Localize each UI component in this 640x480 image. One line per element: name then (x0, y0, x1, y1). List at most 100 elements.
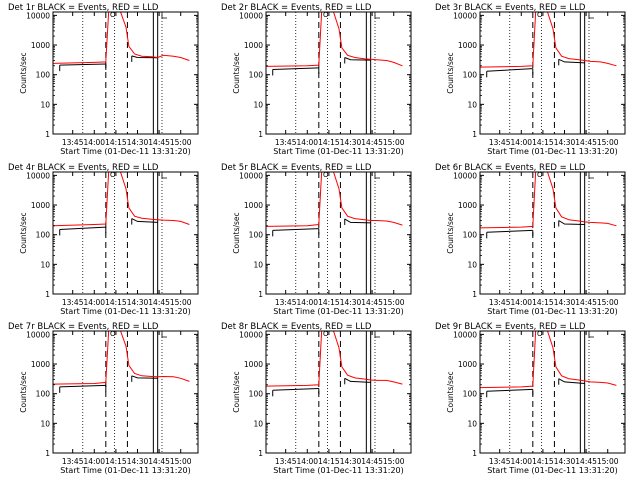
y-tick-label: 1000 (244, 360, 263, 369)
plot-frame (479, 171, 626, 295)
y-tick-label: 1 (45, 130, 50, 139)
y-tick-label: 1000 (458, 41, 477, 50)
x-tick-label: 14:30 (127, 138, 149, 147)
x-tick-label: 14:00 (510, 138, 532, 147)
peak-marker-o: O (537, 171, 543, 179)
y-tick-label: 10 (467, 260, 477, 269)
panel-title: Det 4r BLACK = Events, RED = LLD (8, 163, 159, 173)
x-tick-label: 15:00 (383, 457, 405, 466)
x-tick-label: 14:45 (148, 457, 170, 466)
x-tick-label: 14:00 (510, 457, 532, 466)
x-axis-label: Start Time (01-Dec-11 13:31:20) (60, 147, 191, 156)
y-tick-label: 100 (36, 71, 51, 80)
y-tick-label: 10 (40, 419, 50, 428)
x-axis-label: Start Time (01-Dec-11 13:31:20) (487, 466, 618, 475)
x-tick-label: 13:45 (62, 457, 84, 466)
y-tick-label: 10 (253, 419, 263, 428)
y-tick-label: 1 (472, 130, 477, 139)
x-tick-label: 14:15 (105, 457, 127, 466)
events-series-line (272, 218, 371, 231)
x-tick-label: 15:00 (170, 457, 192, 466)
y-tick-label: 100 (463, 71, 478, 80)
attenuator-marker (374, 13, 380, 19)
x-tick-label: 14:15 (532, 298, 554, 307)
attenuator-marker (161, 13, 167, 19)
x-tick-label: 14:30 (340, 138, 362, 147)
x-tick-label: 14:00 (296, 457, 318, 466)
x-tick-label: 14:00 (83, 138, 105, 147)
plot-frame (265, 330, 412, 454)
y-tick-label: 10 (467, 419, 477, 428)
y-tick-label: 100 (249, 231, 264, 240)
x-tick-label: 15:00 (383, 298, 405, 307)
peak-marker-o: O (323, 171, 329, 179)
lld-series-line (480, 331, 617, 389)
x-tick-label: 13:45 (275, 457, 297, 466)
plot-frame (479, 11, 626, 135)
peak-marker-o: O (110, 330, 116, 338)
y-tick-label: 1000 (458, 360, 477, 369)
plot-frame (52, 171, 199, 295)
attenuator-marker (374, 173, 380, 179)
lld-series-line (53, 172, 190, 227)
x-tick-label: 13:45 (489, 457, 511, 466)
attenuator-marker (588, 332, 594, 338)
plot-frame (265, 171, 412, 295)
panel-title: Det 7r BLACK = Events, RED = LLD (8, 322, 159, 332)
x-tick-label: 14:15 (318, 298, 340, 307)
x-tick-label: 13:45 (489, 298, 511, 307)
x-tick-label: 14:30 (340, 457, 362, 466)
x-tick-label: 15:00 (170, 298, 192, 307)
x-tick-label: 14:00 (296, 138, 318, 147)
x-tick-label: 15:00 (383, 138, 405, 147)
x-tick-label: 14:45 (148, 298, 170, 307)
x-tick-label: 14:45 (575, 138, 597, 147)
y-tick-label: 100 (249, 390, 264, 399)
y-tick-label: 10 (467, 100, 477, 109)
panel-title: Det 3r BLACK = Events, RED = LLD (435, 3, 586, 13)
y-axis-label: Counts/sec (19, 212, 28, 253)
y-tick-label: 1000 (244, 41, 263, 50)
events-series-line (272, 377, 371, 391)
y-tick-label: 1000 (31, 360, 50, 369)
y-tick-label: 10000 (453, 11, 477, 20)
x-axis-label: Start Time (01-Dec-11 13:31:20) (60, 307, 191, 316)
x-axis-label: Start Time (01-Dec-11 13:31:20) (487, 307, 618, 316)
x-tick-label: 14:15 (318, 457, 340, 466)
x-tick-label: 14:00 (296, 298, 318, 307)
x-tick-label: 14:30 (554, 138, 576, 147)
y-axis-label: Counts/sec (232, 212, 241, 253)
attenuator-marker (161, 332, 167, 338)
x-tick-label: 13:45 (62, 138, 84, 147)
x-tick-label: 14:45 (575, 298, 597, 307)
y-tick-label: 1 (258, 449, 263, 458)
panel-title: Det 6r BLACK = Events, RED = LLD (435, 163, 586, 173)
x-tick-label: 14:45 (361, 138, 383, 147)
y-axis-label: Counts/sec (232, 371, 241, 412)
events-series-line (59, 375, 158, 388)
plot-frame (52, 11, 199, 135)
x-tick-label: 14:15 (532, 457, 554, 466)
y-tick-label: 10000 (453, 330, 477, 339)
events-series-line (59, 55, 158, 66)
peak-marker-o: O (537, 11, 543, 19)
x-tick-label: 14:00 (83, 298, 105, 307)
y-tick-label: 100 (36, 231, 51, 240)
y-axis-label: Counts/sec (19, 52, 28, 93)
y-axis-label: Counts/sec (446, 212, 455, 253)
y-tick-label: 1 (258, 130, 263, 139)
plot-frame (52, 330, 199, 454)
y-tick-label: 10000 (26, 11, 50, 20)
y-tick-label: 1 (45, 449, 50, 458)
y-axis-label: Counts/sec (446, 371, 455, 412)
y-tick-label: 1000 (31, 201, 50, 210)
x-axis-label: Start Time (01-Dec-11 13:31:20) (487, 147, 618, 156)
y-tick-label: 10000 (26, 171, 50, 180)
x-tick-label: 14:45 (361, 457, 383, 466)
